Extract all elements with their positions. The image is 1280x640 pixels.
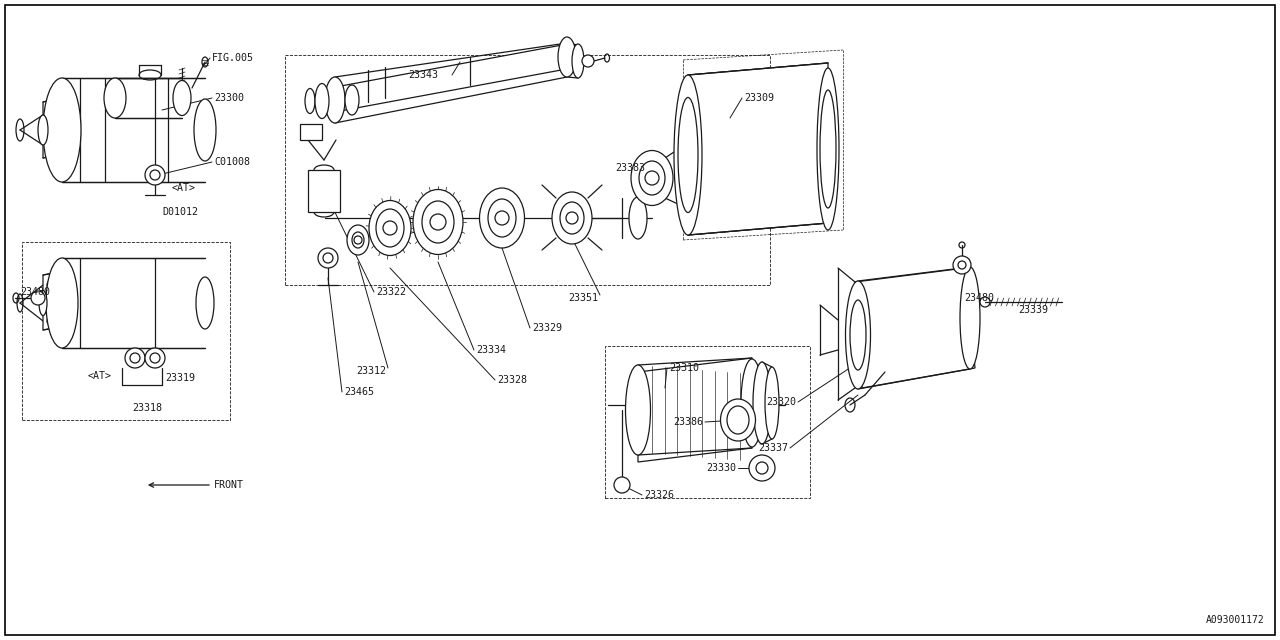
Text: 23351: 23351 (568, 293, 598, 303)
Text: 23320: 23320 (765, 397, 796, 407)
Text: FIG.005: FIG.005 (212, 53, 253, 63)
Circle shape (317, 248, 338, 268)
Polygon shape (637, 358, 753, 462)
Text: 23310: 23310 (669, 363, 699, 373)
Text: D01012: D01012 (163, 207, 198, 217)
Ellipse shape (741, 359, 763, 447)
Text: 23309: 23309 (744, 93, 774, 103)
Text: FRONT: FRONT (214, 480, 244, 490)
Bar (605, 346, 810, 498)
Ellipse shape (572, 44, 584, 78)
Circle shape (954, 256, 972, 274)
Ellipse shape (721, 399, 755, 441)
Ellipse shape (104, 78, 125, 118)
Ellipse shape (960, 267, 980, 369)
Circle shape (31, 291, 45, 305)
Ellipse shape (38, 291, 47, 316)
Text: 23337: 23337 (758, 443, 788, 453)
Text: <AT>: <AT> (172, 183, 196, 193)
Ellipse shape (347, 225, 369, 255)
Ellipse shape (38, 115, 49, 145)
Ellipse shape (315, 83, 329, 118)
Text: 23319: 23319 (165, 373, 195, 383)
Ellipse shape (817, 68, 838, 230)
Text: <AT>: <AT> (88, 371, 113, 381)
Text: 23480: 23480 (964, 293, 995, 303)
Circle shape (582, 55, 594, 67)
Polygon shape (330, 45, 572, 111)
Bar (300, 124, 323, 140)
Circle shape (145, 348, 165, 368)
Text: 23383: 23383 (614, 163, 645, 173)
Circle shape (125, 348, 145, 368)
Ellipse shape (46, 258, 78, 348)
Text: C01008: C01008 (214, 157, 250, 167)
Text: A093001172: A093001172 (1206, 615, 1265, 625)
Circle shape (614, 477, 630, 493)
Ellipse shape (346, 85, 358, 115)
Ellipse shape (628, 197, 646, 239)
Polygon shape (689, 63, 828, 235)
Bar (22, 242, 230, 420)
Polygon shape (855, 268, 975, 388)
Text: 23326: 23326 (644, 490, 675, 500)
Text: 23300: 23300 (214, 93, 244, 103)
Ellipse shape (765, 367, 780, 439)
Ellipse shape (44, 78, 81, 182)
Ellipse shape (369, 200, 411, 255)
Ellipse shape (480, 188, 525, 248)
Ellipse shape (173, 81, 191, 115)
Circle shape (749, 455, 774, 481)
Text: 23480: 23480 (20, 287, 50, 297)
Text: 23386: 23386 (673, 417, 703, 427)
Text: 23312: 23312 (356, 366, 387, 376)
Polygon shape (44, 96, 70, 158)
Ellipse shape (558, 37, 576, 77)
Circle shape (145, 165, 165, 185)
Text: 23465: 23465 (344, 387, 374, 397)
Text: 23322: 23322 (376, 287, 406, 297)
Ellipse shape (753, 362, 771, 444)
Bar (285, 55, 771, 285)
Ellipse shape (196, 277, 214, 329)
Ellipse shape (631, 150, 673, 205)
Text: 23334: 23334 (476, 345, 506, 355)
Ellipse shape (325, 77, 346, 123)
Ellipse shape (413, 189, 463, 255)
Ellipse shape (626, 365, 650, 455)
Bar (308, 170, 340, 212)
Text: 23329: 23329 (532, 323, 562, 333)
Ellipse shape (552, 192, 591, 244)
Polygon shape (44, 270, 70, 330)
Text: 23328: 23328 (497, 375, 527, 385)
Ellipse shape (846, 281, 870, 389)
Ellipse shape (675, 75, 701, 235)
Ellipse shape (195, 99, 216, 161)
Text: 23343: 23343 (408, 70, 438, 80)
Text: 23330: 23330 (707, 463, 736, 473)
Text: 23318: 23318 (132, 403, 163, 413)
Text: 23339: 23339 (1018, 305, 1048, 315)
